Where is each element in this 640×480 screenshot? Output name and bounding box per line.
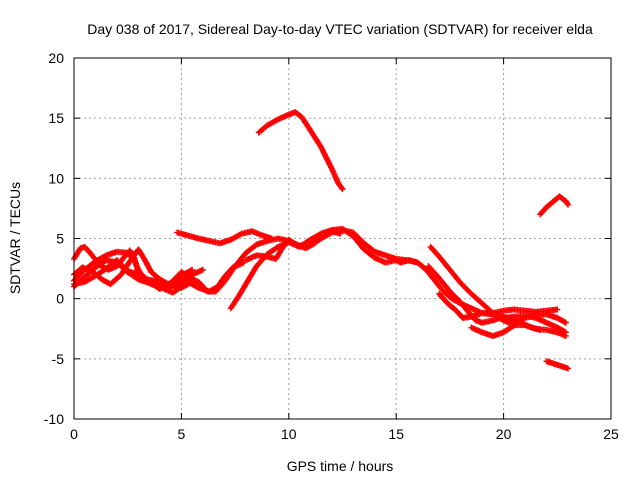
x-tick-label: 0	[70, 426, 78, 442]
y-axis-label: SDTVAR / TECUs	[7, 182, 23, 294]
series-arc-7	[227, 225, 400, 312]
x-tick-label: 15	[388, 426, 404, 442]
data-point	[268, 235, 275, 242]
series-arc-5	[71, 257, 189, 293]
x-tick-label: 5	[178, 426, 186, 442]
x-tick-label: 20	[496, 426, 512, 442]
data-point	[520, 315, 527, 322]
series-arc-17	[543, 358, 572, 372]
series-arc-15	[468, 311, 569, 339]
y-tick-label: 10	[48, 170, 64, 186]
x-tick-label: 25	[603, 426, 619, 442]
y-tick-label: 20	[48, 50, 64, 66]
series-arc-10	[255, 109, 346, 193]
data-marks	[71, 109, 572, 372]
data-point	[565, 365, 572, 372]
data-point	[337, 230, 344, 237]
data-point	[182, 271, 189, 278]
y-tick-label: 15	[48, 110, 64, 126]
data-point	[189, 266, 196, 273]
x-axis-label: GPS time / hours	[287, 458, 394, 474]
series-arc-8	[242, 228, 344, 264]
data-point	[554, 306, 561, 313]
y-tick-label: -5	[52, 351, 65, 367]
x-tick-label: 10	[281, 426, 297, 442]
series-arc-4	[71, 246, 247, 295]
y-tick-label: 0	[56, 291, 64, 307]
series-arc-9	[174, 228, 275, 247]
data-point	[339, 186, 346, 193]
data-point	[565, 201, 572, 208]
data-point	[199, 266, 206, 273]
grid-lines	[74, 58, 611, 419]
y-tick-label: 5	[56, 231, 64, 247]
series-arc-11	[388, 254, 561, 317]
data-point	[562, 332, 569, 339]
axis-ticks: 0 5 10 15 20 25 -10 -5 0 5 10 15 20	[44, 50, 619, 442]
y-tick-label: -10	[44, 411, 64, 427]
data-point	[338, 184, 345, 191]
series-arc-16	[537, 193, 572, 218]
data-point	[564, 200, 571, 207]
data-point	[562, 319, 569, 326]
chart-title: Day 038 of 2017, Sidereal Day-to-day VTE…	[87, 21, 593, 37]
